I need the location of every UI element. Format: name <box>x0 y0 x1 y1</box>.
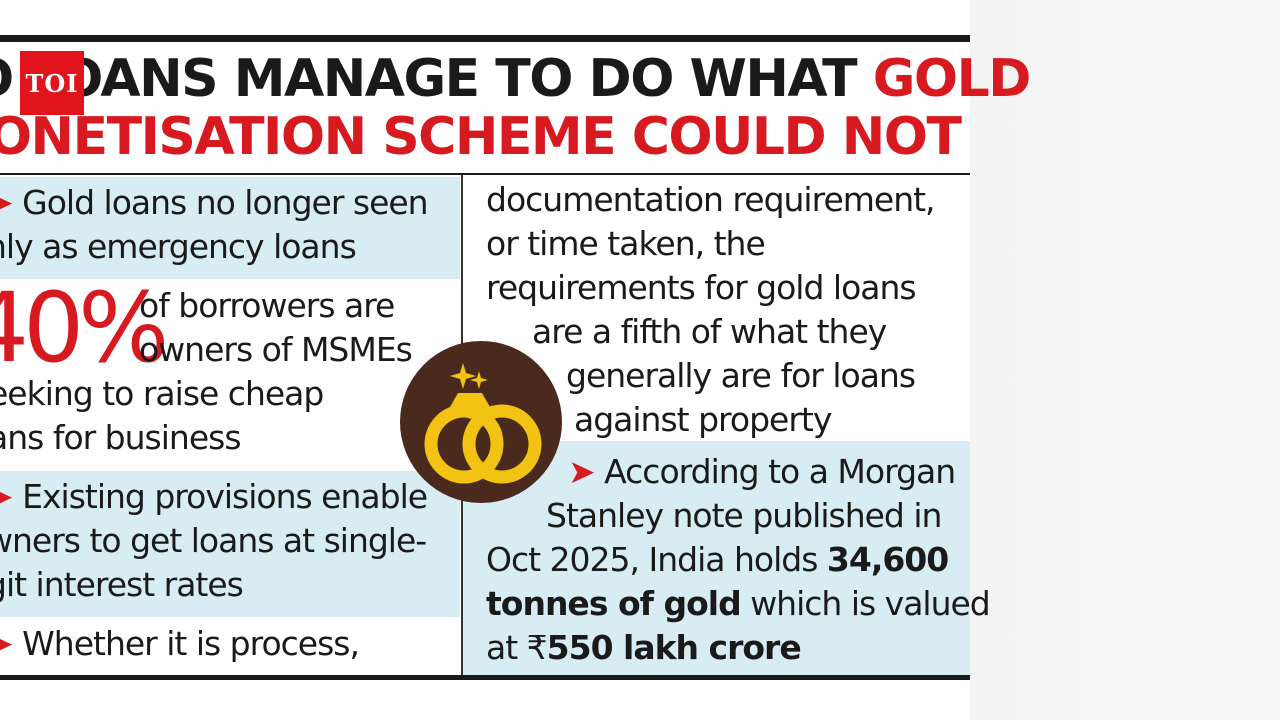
gold-rings-icon <box>400 341 562 503</box>
headline: O LOANS MANAGE TO DO WHAT GOLD IONETISAT… <box>0 49 1031 167</box>
left-bullet-2: ➤ Existing provisions enable wners to ge… <box>0 475 428 607</box>
left-bullet-1: ➤ Gold loans no longer seen nly as emerg… <box>0 181 429 269</box>
stat-value: 40% <box>0 272 169 384</box>
arrow-icon: ➤ <box>568 452 596 491</box>
headline-rule <box>0 173 970 175</box>
left-bullet-3: ➤ Whether it is process, <box>0 622 360 666</box>
headline-line2: IONETISATION SCHEME COULD NOT <box>0 107 962 167</box>
arrow-icon: ➤ <box>0 183 14 222</box>
left-band-2 <box>0 471 460 617</box>
stat-text-bottom: eeking to raise cheap ans for business <box>0 374 324 457</box>
right-paragraph-1: documentation requirement, or time taken… <box>486 180 936 439</box>
headline-line1-red: GOLD <box>872 49 1032 109</box>
right-band <box>463 441 970 675</box>
headline-line1-black: O LOANS MANAGE TO DO WHAT <box>0 49 873 109</box>
right-paragraph-2: ➤ According to a Morgan Stanley note pub… <box>486 452 991 667</box>
top-rule <box>0 35 970 42</box>
left-band-1 <box>0 177 460 279</box>
arrow-icon: ➤ <box>0 624 14 663</box>
bottom-rule <box>0 675 970 680</box>
page-background-right <box>970 0 1280 720</box>
stat-text-top: of borrowers are owners of MSMEs <box>139 286 413 369</box>
arrow-icon: ➤ <box>0 477 14 516</box>
toi-logo[interactable]: TOI <box>20 51 84 115</box>
